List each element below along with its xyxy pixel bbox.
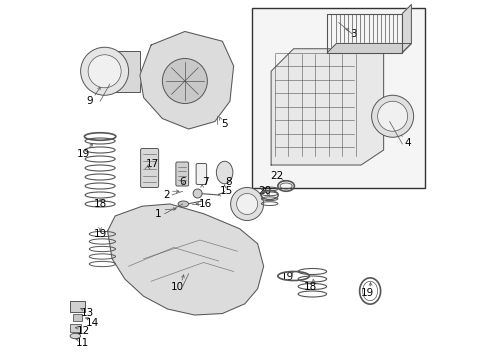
Polygon shape — [326, 44, 410, 53]
Bar — [70, 301, 85, 312]
Circle shape — [371, 95, 413, 137]
Polygon shape — [270, 49, 383, 165]
Text: 18: 18 — [93, 199, 106, 209]
Text: 15: 15 — [219, 186, 232, 196]
Text: 12: 12 — [77, 327, 90, 337]
Text: 4: 4 — [404, 138, 410, 148]
Text: 17: 17 — [146, 158, 159, 168]
Circle shape — [193, 189, 202, 198]
Text: 13: 13 — [81, 309, 94, 319]
Text: 3: 3 — [349, 29, 356, 39]
FancyBboxPatch shape — [176, 162, 188, 186]
Circle shape — [377, 101, 407, 131]
Text: 7: 7 — [202, 176, 209, 186]
Circle shape — [230, 188, 263, 220]
Circle shape — [81, 47, 128, 95]
Text: 21: 21 — [236, 198, 249, 207]
Ellipse shape — [178, 201, 188, 207]
Text: 20: 20 — [258, 186, 271, 196]
Text: 22: 22 — [270, 171, 283, 181]
Polygon shape — [107, 204, 263, 315]
Text: 19: 19 — [360, 288, 373, 297]
FancyBboxPatch shape — [141, 149, 158, 188]
Text: 11: 11 — [75, 338, 88, 348]
Text: 1: 1 — [155, 209, 162, 219]
Text: 18: 18 — [303, 282, 316, 292]
Text: 6: 6 — [179, 176, 185, 186]
Text: 10: 10 — [170, 282, 183, 292]
Text: 5: 5 — [221, 119, 227, 129]
Bar — [70, 324, 81, 332]
Text: 14: 14 — [86, 318, 99, 328]
Text: 9: 9 — [86, 96, 93, 106]
Bar — [326, 14, 402, 53]
Text: 8: 8 — [224, 176, 231, 186]
Ellipse shape — [70, 333, 81, 339]
Circle shape — [236, 194, 257, 215]
Text: 19: 19 — [281, 273, 294, 283]
Circle shape — [88, 55, 121, 88]
FancyBboxPatch shape — [252, 8, 424, 188]
Ellipse shape — [216, 161, 232, 184]
Text: 19: 19 — [77, 149, 90, 159]
Polygon shape — [140, 32, 233, 129]
FancyBboxPatch shape — [196, 163, 206, 185]
Text: 2: 2 — [163, 190, 169, 200]
Circle shape — [162, 59, 207, 104]
Bar — [73, 314, 82, 321]
Bar — [113, 51, 140, 91]
Text: 19: 19 — [93, 229, 106, 239]
Polygon shape — [402, 5, 410, 53]
Text: 16: 16 — [198, 199, 211, 209]
